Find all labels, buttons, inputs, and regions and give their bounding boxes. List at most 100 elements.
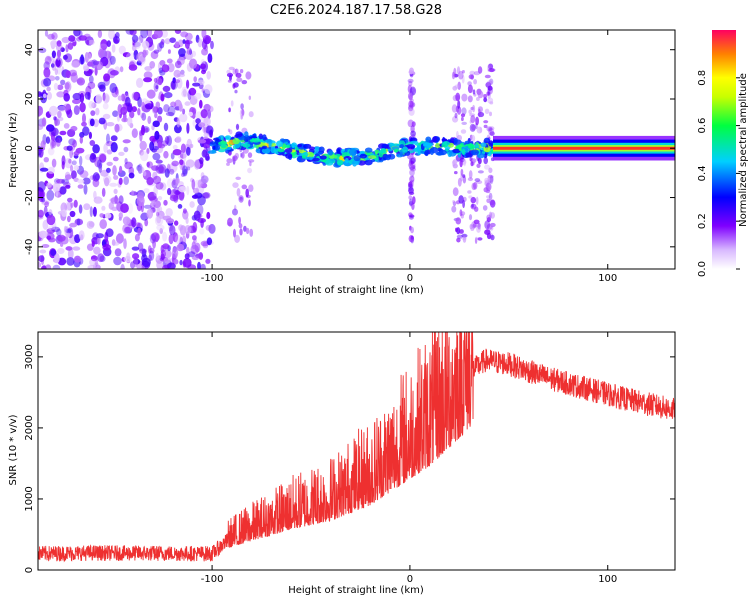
noise-blob: [468, 214, 473, 221]
noise-blob: [207, 53, 213, 63]
colorbar: 0.0 0.2 0.4 0.6 0.8 Normalized spectral ampl…: [697, 30, 749, 277]
noise-blob: [133, 256, 138, 268]
noise-blob: [149, 233, 156, 244]
noise-blob: [477, 222, 481, 230]
y-tick-label: 40: [24, 43, 35, 56]
noise-blob: [199, 99, 203, 109]
noise-blob: [50, 40, 58, 48]
noise-blob: [123, 256, 132, 263]
signal-blob: [432, 136, 437, 143]
noise-blob: [162, 85, 171, 92]
spectrogram-panel: -100 0 100 -40 -20 0 20 40 Height of straight l…: [8, 29, 676, 296]
signal-blob: [452, 148, 461, 154]
noise-blob: [204, 155, 211, 162]
noise-blob: [235, 72, 242, 78]
noise-blob: [463, 158, 467, 167]
y-tick-label: -40: [24, 239, 35, 255]
noise-blob: [88, 75, 94, 84]
noise-blob: [172, 144, 178, 150]
noise-blob: [186, 146, 191, 156]
signal-blob: [325, 160, 330, 165]
noise-blob: [172, 149, 182, 156]
figure-title: C2E6.2024.187.17.58.G28: [270, 3, 442, 18]
noise-blob: [65, 174, 72, 180]
noise-blob: [178, 186, 187, 193]
noise-blob: [83, 203, 91, 211]
noise-blob: [55, 186, 59, 198]
noise-blob: [226, 69, 231, 75]
noise-blob: [131, 106, 137, 113]
noise-blob: [81, 121, 87, 127]
noise-blob: [455, 92, 461, 102]
noise-blob: [478, 108, 481, 118]
noise-blob: [82, 126, 90, 136]
noise-blob: [194, 92, 202, 100]
noise-blob: [137, 108, 141, 116]
noise-blob: [486, 198, 491, 204]
noise-blob: [472, 89, 476, 95]
noise-blob: [489, 199, 496, 208]
x-tick-label: 0: [407, 574, 413, 585]
noise-blob: [410, 163, 414, 171]
noise-blob: [486, 91, 490, 96]
noise-blob: [89, 140, 96, 146]
noise-blob: [185, 216, 189, 225]
noise-blob: [45, 264, 52, 269]
signal-blob: [271, 143, 277, 147]
noise-blob: [227, 128, 231, 133]
noise-blob: [64, 82, 70, 90]
noise-blob: [109, 55, 116, 65]
noise-blob: [243, 225, 247, 232]
noise-blob: [43, 205, 48, 216]
noise-blob: [79, 56, 85, 65]
noise-blob: [101, 187, 106, 197]
noise-blob: [195, 34, 200, 43]
noise-blob: [173, 69, 181, 78]
noise-blob: [124, 161, 133, 170]
noise-blob: [43, 67, 51, 78]
noise-blob: [468, 170, 473, 179]
signal-blob: [424, 151, 429, 156]
noise-blob: [128, 172, 135, 179]
noise-blob: [54, 57, 63, 68]
noise-blob: [66, 145, 73, 151]
noise-blob: [456, 66, 461, 75]
noise-blob: [234, 234, 241, 243]
noise-blob: [86, 53, 92, 60]
noise-blob: [180, 172, 186, 177]
noise-blob: [42, 219, 49, 230]
noise-blob: [102, 113, 111, 120]
noise-blob: [457, 100, 461, 109]
noise-blob: [142, 49, 147, 58]
noise-blob: [47, 166, 55, 174]
noise-blob: [159, 60, 166, 66]
colorbar-tick-label: 0.6: [697, 118, 708, 134]
noise-blob: [156, 215, 162, 224]
noise-blob: [451, 71, 456, 80]
noise-blob: [115, 233, 124, 244]
noise-blob: [128, 64, 138, 71]
noise-blob: [152, 105, 157, 114]
noise-blob: [198, 122, 206, 128]
noise-blob: [67, 42, 74, 50]
noise-blob: [70, 165, 74, 172]
noise-blob: [200, 175, 209, 184]
noise-blob: [104, 177, 110, 187]
noise-blob: [408, 92, 413, 100]
noise-blob: [120, 203, 129, 214]
noise-blob: [241, 184, 248, 190]
noise-blob: [452, 85, 458, 91]
noise-blob: [461, 93, 468, 102]
noise-blob: [146, 161, 150, 168]
noise-blob: [157, 62, 162, 71]
noise-blob: [179, 225, 187, 236]
noise-blob: [239, 228, 243, 236]
noise-blob: [408, 107, 415, 116]
noise-blob: [134, 233, 140, 242]
colorbar-label: Normalized spectral amplitude: [738, 73, 749, 227]
noise-blob: [71, 160, 77, 166]
noise-blob: [157, 107, 163, 115]
signal-blob: [318, 146, 325, 153]
noise-blob: [112, 110, 119, 117]
noise-blob: [183, 151, 187, 162]
